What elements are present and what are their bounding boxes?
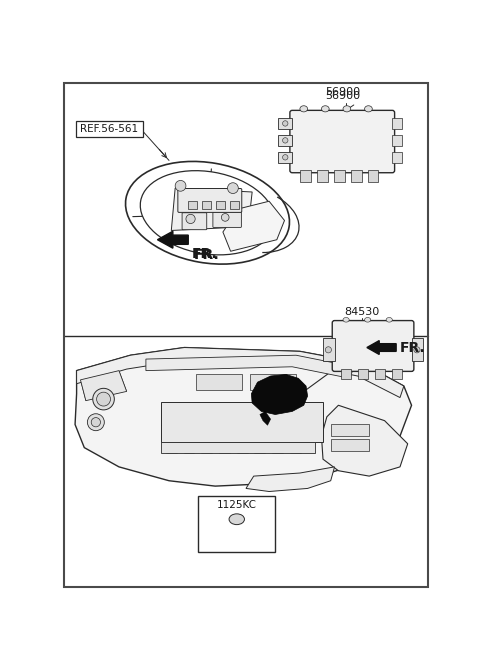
Ellipse shape bbox=[140, 170, 275, 255]
Bar bbox=[161, 402, 323, 442]
Bar bbox=[250, 375, 296, 390]
FancyBboxPatch shape bbox=[332, 321, 414, 371]
Bar bbox=[300, 170, 311, 182]
Polygon shape bbox=[81, 371, 127, 400]
Bar bbox=[202, 201, 211, 209]
Ellipse shape bbox=[93, 389, 114, 410]
Polygon shape bbox=[223, 201, 285, 251]
Bar bbox=[411, 338, 423, 361]
Ellipse shape bbox=[414, 347, 420, 353]
Text: 1125KC: 1125KC bbox=[217, 500, 257, 510]
Bar bbox=[358, 369, 369, 379]
Ellipse shape bbox=[283, 154, 288, 160]
Ellipse shape bbox=[96, 392, 110, 406]
Text: FR.: FR. bbox=[192, 247, 218, 261]
Bar bbox=[161, 442, 315, 453]
Polygon shape bbox=[77, 347, 404, 398]
Bar bbox=[188, 201, 197, 209]
FancyBboxPatch shape bbox=[213, 212, 241, 227]
Bar bbox=[317, 170, 328, 182]
Bar bbox=[196, 375, 242, 390]
Polygon shape bbox=[260, 412, 271, 425]
FancyArrow shape bbox=[367, 341, 396, 355]
Bar bbox=[334, 170, 345, 182]
Ellipse shape bbox=[283, 138, 288, 143]
Bar bbox=[392, 369, 402, 379]
Ellipse shape bbox=[228, 183, 238, 194]
Bar bbox=[368, 170, 378, 182]
Ellipse shape bbox=[91, 418, 100, 427]
Bar bbox=[331, 439, 369, 452]
Ellipse shape bbox=[283, 121, 288, 126]
Ellipse shape bbox=[386, 318, 392, 322]
Bar bbox=[331, 424, 369, 436]
Bar bbox=[341, 369, 351, 379]
FancyBboxPatch shape bbox=[182, 213, 207, 229]
Bar bbox=[230, 201, 239, 209]
Text: FR.: FR. bbox=[400, 341, 426, 355]
Ellipse shape bbox=[343, 105, 351, 112]
FancyBboxPatch shape bbox=[178, 188, 242, 212]
Bar bbox=[323, 338, 335, 361]
Text: 56900: 56900 bbox=[324, 91, 360, 101]
Ellipse shape bbox=[343, 318, 349, 322]
Ellipse shape bbox=[87, 414, 104, 431]
FancyBboxPatch shape bbox=[76, 121, 143, 137]
Bar bbox=[392, 152, 402, 162]
Bar bbox=[278, 135, 292, 146]
Bar bbox=[278, 118, 292, 129]
FancyArrow shape bbox=[157, 231, 188, 248]
Ellipse shape bbox=[300, 105, 308, 112]
Text: FR.: FR. bbox=[193, 248, 219, 262]
Ellipse shape bbox=[175, 180, 186, 191]
Polygon shape bbox=[171, 188, 252, 231]
FancyBboxPatch shape bbox=[290, 110, 395, 173]
Bar bbox=[216, 201, 225, 209]
Text: 56900: 56900 bbox=[324, 88, 360, 97]
Ellipse shape bbox=[322, 105, 329, 112]
Ellipse shape bbox=[229, 514, 244, 524]
Ellipse shape bbox=[365, 105, 372, 112]
Text: 84530: 84530 bbox=[344, 307, 379, 317]
Bar bbox=[392, 135, 402, 146]
Polygon shape bbox=[322, 405, 408, 476]
Ellipse shape bbox=[186, 214, 195, 223]
Bar bbox=[198, 496, 275, 552]
Bar bbox=[278, 152, 292, 162]
Polygon shape bbox=[75, 347, 411, 486]
Polygon shape bbox=[252, 375, 308, 414]
Ellipse shape bbox=[325, 347, 332, 353]
Text: REF.56-561: REF.56-561 bbox=[80, 124, 138, 134]
Ellipse shape bbox=[221, 213, 229, 221]
Bar bbox=[374, 369, 385, 379]
Ellipse shape bbox=[365, 318, 371, 322]
Bar bbox=[351, 170, 361, 182]
Polygon shape bbox=[246, 467, 335, 491]
Polygon shape bbox=[146, 355, 354, 379]
Bar bbox=[392, 118, 402, 129]
